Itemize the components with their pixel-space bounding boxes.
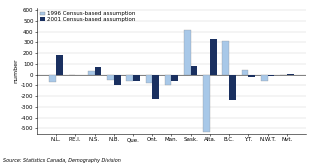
Bar [152, 75, 159, 99]
Bar [146, 75, 152, 83]
Bar [203, 75, 210, 132]
Bar [95, 67, 101, 75]
Bar [133, 75, 140, 81]
Bar [49, 75, 56, 82]
Y-axis label: number: number [13, 59, 18, 83]
Bar [114, 75, 121, 85]
Bar [88, 71, 95, 75]
Text: Source: Statistics Canada, Demography Division: Source: Statistics Canada, Demography Di… [3, 158, 121, 163]
Bar [229, 75, 236, 100]
Bar [222, 41, 229, 75]
Bar [210, 39, 217, 75]
Bar [165, 75, 171, 85]
Bar [248, 75, 255, 77]
Bar [261, 75, 268, 81]
Bar [126, 75, 133, 81]
Bar [171, 75, 178, 81]
Bar [56, 55, 63, 75]
Bar [107, 75, 114, 80]
Bar [191, 66, 197, 75]
Bar [268, 75, 274, 76]
Bar [287, 74, 294, 75]
Bar [242, 70, 248, 75]
Bar [184, 30, 191, 75]
Legend: 1996 Census-based assumption, 2001 Census-based assumption: 1996 Census-based assumption, 2001 Censu… [40, 11, 135, 23]
